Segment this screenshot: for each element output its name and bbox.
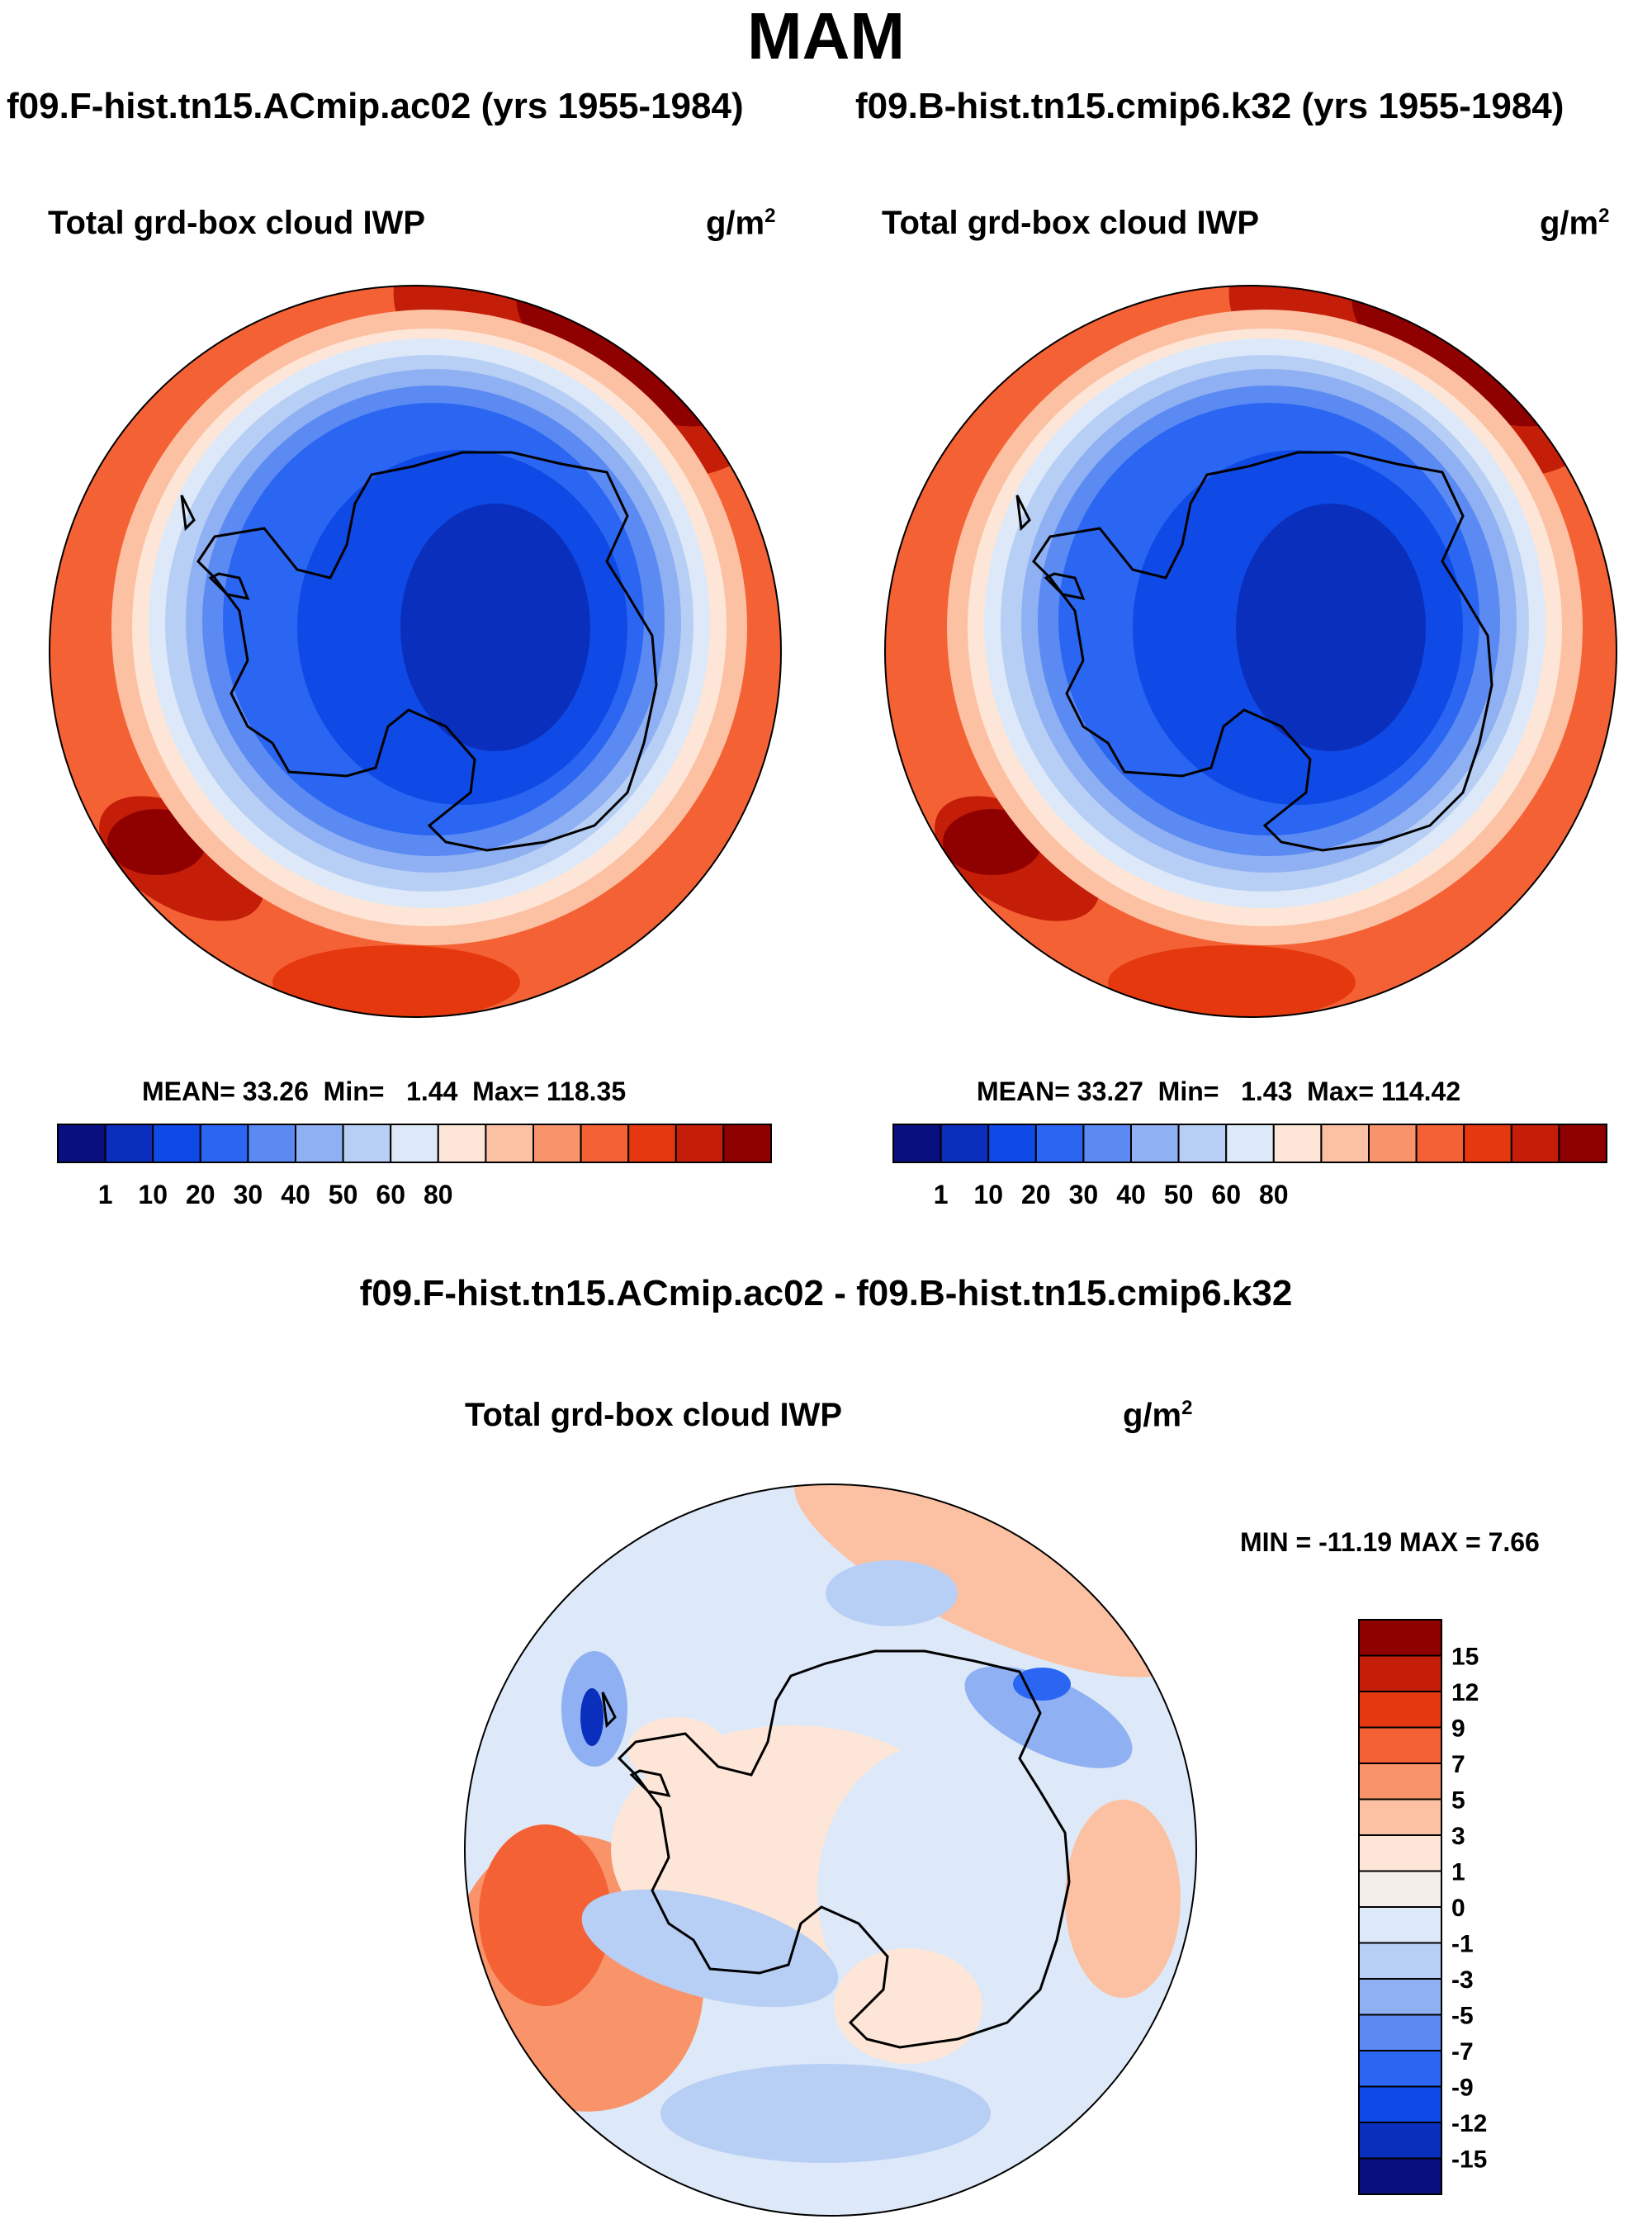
difference-colorbar-box: [1358, 1906, 1442, 1944]
left-colorbar-label: 1: [98, 1180, 113, 1209]
difference-colorbar-label: 15: [1451, 1644, 1479, 1671]
right-colorbar: 1 10 20 30 40 50 60 80: [892, 1124, 1608, 1209]
difference-colorbar-label: -3: [1451, 1966, 1474, 1994]
left-colorbar-label: 10: [138, 1180, 168, 1209]
right-polar-map: [885, 286, 1616, 1017]
right-colorbar-box: [1558, 1124, 1608, 1163]
right-units: g/m2: [1540, 205, 1610, 242]
difference-colorbar-box: [1358, 2122, 1442, 2160]
right-colorbar-label: 60: [1211, 1180, 1241, 1209]
difference-colorbar-box: [1358, 1763, 1442, 1800]
right-colorbar-box: [1368, 1124, 1418, 1163]
difference-colorbar-box: [1358, 1834, 1442, 1872]
right-colorbar-box: [1177, 1124, 1228, 1163]
left-colorbar-label: 30: [234, 1180, 263, 1209]
left-colorbar-box: [675, 1124, 725, 1163]
right-colorbar-box: [1034, 1124, 1085, 1163]
difference-title: f09.F-hist.tn15.ACmip.ac02 - f09.B-hist.…: [359, 1273, 1293, 1313]
left-colorbar-box: [342, 1124, 392, 1163]
right-colorbar-box: [1130, 1124, 1180, 1163]
difference-colorbar-label: 9: [1451, 1715, 1465, 1743]
left-stats: MEAN= 33.26 Min= 1.44 Max= 118.35: [142, 1077, 627, 1106]
right-colorbar-box: [1510, 1124, 1560, 1163]
difference-colorbar-box: [1358, 1619, 1442, 1657]
difference-colorbar-label: 5: [1451, 1787, 1465, 1815]
difference-colorbar-label: -15: [1451, 2146, 1487, 2174]
difference-colorbar-box: [1358, 1798, 1442, 1836]
left-colorbar-box: [437, 1124, 487, 1163]
difference-colorbar-label: -7: [1451, 2038, 1474, 2065]
difference-colorbar-box: [1358, 2157, 1442, 2195]
difference-colorbar-label: 3: [1451, 1823, 1465, 1850]
difference-colorbar-label: 0: [1451, 1895, 1465, 1922]
right-colorbar-box: [1225, 1124, 1275, 1163]
difference-colorbar-box: [1358, 1654, 1442, 1692]
right-colorbar-box: [892, 1124, 942, 1163]
right-colorbar-label: 50: [1164, 1180, 1194, 1209]
diff-variable-title: Total grd-box cloud IWP: [465, 1397, 842, 1433]
left-colorbar-box: [533, 1124, 582, 1163]
difference-colorbar-label: 12: [1451, 1679, 1479, 1706]
right-colorbar-label: 20: [1021, 1180, 1051, 1209]
left-colorbar-label: 20: [186, 1180, 215, 1209]
difference-colorbar-box: [1358, 2013, 1442, 2051]
difference-colorbar-box: [1358, 2085, 1442, 2123]
left-polar-map: [50, 286, 781, 1017]
right-colorbar-box: [1082, 1124, 1133, 1163]
left-units: g/m2: [706, 205, 776, 242]
right-colorbar-box: [1415, 1124, 1465, 1163]
left-colorbar-box: [485, 1124, 535, 1163]
right-colorbar-label: 40: [1116, 1180, 1146, 1209]
right-colorbar-label: 30: [1069, 1180, 1099, 1209]
right-colorbar-box: [1320, 1124, 1370, 1163]
right-colorbar-box: [1272, 1124, 1323, 1163]
difference-colorbar-label: 1: [1451, 1859, 1465, 1886]
left-colorbar-label: 40: [281, 1180, 310, 1209]
right-colorbar-box: [940, 1124, 990, 1163]
left-colorbar: 1 10 20 30 40 50 60 80: [57, 1124, 773, 1209]
right-stats: MEAN= 33.27 Min= 1.43 Max= 114.42: [977, 1077, 1461, 1106]
left-colorbar-label: 80: [424, 1180, 453, 1209]
left-colorbar-box: [627, 1124, 677, 1163]
difference-colorbar-box: [1358, 2050, 1442, 2088]
difference-colorbar-label: 7: [1451, 1751, 1465, 1778]
difference-colorbar: 15 12 9 7 5 3 1 0 -1 -3 -5 -7 -9 -12 -15: [1358, 1619, 1487, 2195]
right-run-title: f09.B-hist.tn15.cmip6.k32 (yrs 1955-1984…: [855, 86, 1564, 126]
right-colorbar-label: 1: [934, 1180, 949, 1209]
right-colorbar-label: 10: [973, 1180, 1003, 1209]
left-colorbar-label: 60: [376, 1180, 405, 1209]
difference-colorbar-box: [1358, 1726, 1442, 1764]
diff-units: g/m2: [1123, 1397, 1193, 1434]
right-colorbar-box: [987, 1124, 1037, 1163]
season-title: MAM: [746, 0, 906, 73]
difference-colorbar-label: -1: [1451, 1931, 1474, 1958]
difference-colorbar-box: [1358, 1978, 1442, 2016]
difference-colorbar-box: [1358, 1942, 1442, 1980]
left-colorbar-box: [247, 1124, 296, 1163]
left-colorbar-box: [57, 1124, 107, 1163]
left-colorbar-box: [152, 1124, 201, 1163]
right-colorbar-label: 80: [1259, 1180, 1289, 1209]
right-colorbar-box: [1463, 1124, 1512, 1163]
left-colorbar-box: [295, 1124, 344, 1163]
difference-polar-map: [465, 1484, 1196, 2216]
difference-colorbar-label: -9: [1451, 2075, 1474, 2102]
left-colorbar-box: [722, 1124, 773, 1163]
left-variable-title: Total grd-box cloud IWP: [48, 205, 425, 241]
difference-colorbar-box: [1358, 1870, 1442, 1908]
difference-colorbar-label: -5: [1451, 2003, 1474, 2030]
right-variable-title: Total grd-box cloud IWP: [882, 205, 1259, 241]
left-colorbar-box: [390, 1124, 439, 1163]
left-colorbar-box: [104, 1124, 154, 1163]
difference-colorbar-label: -12: [1451, 2110, 1487, 2137]
left-colorbar-box: [199, 1124, 249, 1163]
difference-colorbar-box: [1358, 1691, 1442, 1729]
diff-min-max: MIN = -11.19 MAX = 7.66: [1240, 1527, 1540, 1557]
left-run-title: f09.F-hist.tn15.ACmip.ac02 (yrs 1955-198…: [7, 86, 744, 126]
left-colorbar-box: [580, 1124, 630, 1163]
left-colorbar-label: 50: [329, 1180, 358, 1209]
